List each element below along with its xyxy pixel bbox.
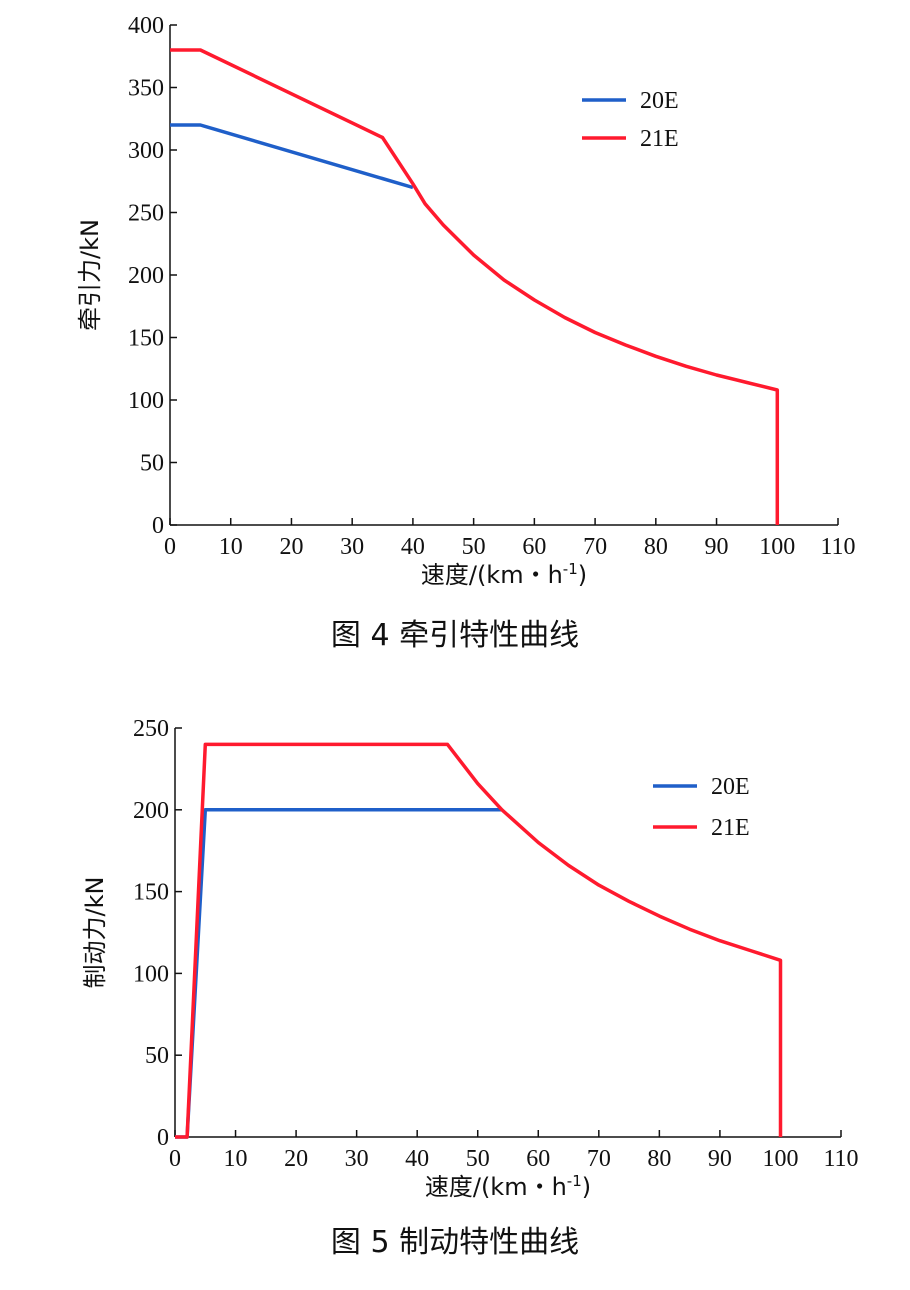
x-tick-label: 30 bbox=[345, 1146, 369, 1172]
x-tick-label: 60 bbox=[522, 534, 546, 560]
y-tick-label: 250 bbox=[133, 716, 169, 742]
x-tick-label: 80 bbox=[647, 1146, 671, 1172]
y-tick-label: 250 bbox=[128, 201, 164, 227]
y-tick-label: 150 bbox=[133, 880, 169, 906]
y-tick-label: 100 bbox=[128, 388, 164, 414]
x-tick-label: 110 bbox=[823, 1146, 858, 1172]
legend-label: 21E bbox=[711, 815, 750, 841]
x-tick-label: 40 bbox=[405, 1146, 429, 1172]
x-tick-label: 100 bbox=[759, 534, 795, 560]
y-axis-label: 制动力/kN bbox=[81, 877, 109, 989]
y-tick-label: 300 bbox=[128, 138, 164, 164]
y-tick-label: 150 bbox=[128, 326, 164, 352]
x-tick-label: 70 bbox=[583, 534, 607, 560]
y-tick-label: 200 bbox=[128, 263, 164, 289]
chart-caption: 图 4 牵引特性曲线 bbox=[330, 618, 580, 653]
series-line-20E bbox=[175, 808, 502, 1139]
y-tick-label: 100 bbox=[133, 961, 169, 987]
braking-chart: 0 10 20 30 40 50 60 70 80 90 100 110 0 50 100 150 200 250… bbox=[81, 716, 859, 1201]
chart-caption: 图 5 制动特性曲线 bbox=[330, 1225, 580, 1260]
x-tick-label: 90 bbox=[705, 534, 729, 560]
y-tick-label: 200 bbox=[133, 798, 169, 824]
x-tick-label: 10 bbox=[224, 1146, 248, 1172]
x-tick-label: 70 bbox=[587, 1146, 611, 1172]
x-tick-label: 80 bbox=[644, 534, 668, 560]
x-tick-label: 20 bbox=[284, 1146, 308, 1172]
series-line-21E bbox=[170, 48, 780, 525]
x-axis-label: 速度/(km・h-1) bbox=[421, 560, 587, 589]
legend-label: 20E bbox=[640, 88, 679, 114]
series-line-20E bbox=[170, 123, 414, 190]
y-tick-label: 400 bbox=[128, 13, 164, 39]
y-axis-label: 牵引力/kN bbox=[76, 219, 104, 331]
series-line-21E bbox=[175, 742, 783, 1139]
x-tick-label: 90 bbox=[708, 1146, 732, 1172]
x-tick-label: 10 bbox=[219, 534, 243, 560]
x-tick-label: 50 bbox=[466, 1146, 490, 1172]
x-tick-label: 50 bbox=[462, 534, 486, 560]
legend-label: 20E bbox=[711, 774, 750, 800]
x-tick-label: 60 bbox=[526, 1146, 550, 1172]
traction-chart-figure: 0 10 20 30 40 50 60 70 80 90 100 110 0 50 100 150 200 250… bbox=[76, 13, 856, 653]
x-tick-label: 20 bbox=[279, 534, 303, 560]
y-tick-label: 0 bbox=[157, 1125, 169, 1151]
traction-chart: 0 10 20 30 40 50 60 70 80 90 100 110 0 50 100 150 200 250… bbox=[76, 13, 856, 589]
y-tick-label: 350 bbox=[128, 76, 164, 102]
x-tick-label: 110 bbox=[820, 534, 855, 560]
x-tick-label: 0 bbox=[164, 534, 176, 560]
y-tick-label: 50 bbox=[140, 451, 164, 477]
x-tick-label: 40 bbox=[401, 534, 425, 560]
x-tick-label: 100 bbox=[762, 1146, 798, 1172]
y-tick-label: 0 bbox=[152, 513, 164, 539]
y-tick-label: 50 bbox=[145, 1043, 169, 1069]
x-tick-label: 30 bbox=[340, 534, 364, 560]
legend-label: 21E bbox=[640, 126, 679, 152]
x-tick-label: 0 bbox=[169, 1146, 181, 1172]
braking-chart-figure: 0 10 20 30 40 50 60 70 80 90 100 110 0 50 100 150 200 250… bbox=[0, 690, 910, 1290]
x-axis-label: 速度/(km・h-1) bbox=[425, 1172, 591, 1201]
